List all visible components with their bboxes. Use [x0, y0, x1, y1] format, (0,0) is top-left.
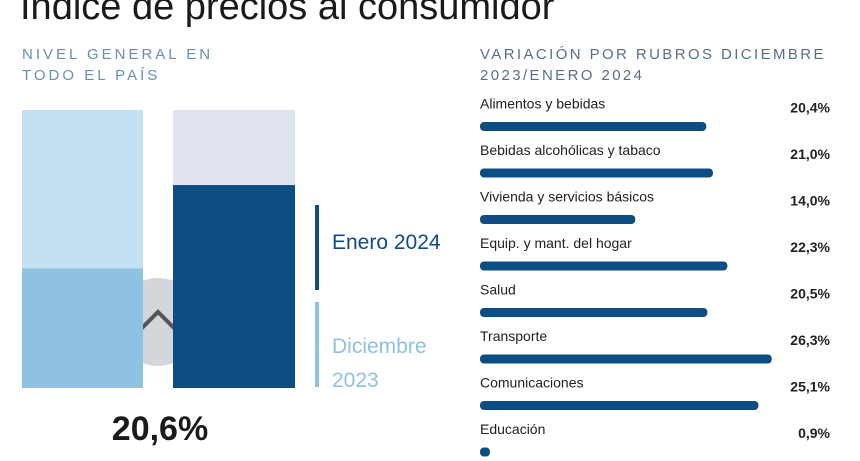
category-label: Salud: [480, 282, 516, 298]
value-label: 26,3%: [790, 332, 830, 348]
value-label: 21,0%: [790, 146, 830, 162]
bar: [480, 401, 759, 410]
bar: [480, 122, 707, 131]
category-label: Bebidas alcohólicas y tabaco: [480, 142, 661, 158]
bar: [480, 215, 636, 224]
value-label: 25,1%: [790, 379, 830, 395]
legend-label: Enero 2024: [332, 231, 441, 254]
category-label: Educación: [480, 421, 545, 437]
annotation: 20,6%: [111, 410, 209, 448]
value-label: 20,5%: [790, 286, 830, 302]
bar: [480, 447, 490, 457]
bar: [480, 168, 713, 178]
bar: [480, 308, 708, 317]
value-label: 22,3%: [790, 239, 830, 255]
category-label: Vivienda y servicios básicos: [480, 189, 654, 205]
bar: [22, 268, 143, 388]
category-label: Transporte: [480, 328, 547, 344]
legend-label: Diciembre 2023: [332, 335, 427, 392]
bar: [480, 261, 728, 271]
chart-title: NIVEL GENERAL EN TODO EL PAÍS: [22, 46, 214, 84]
category-label: Comunicaciones: [480, 375, 584, 391]
category-label: Equip. y mant. del hogar: [480, 235, 632, 251]
bar: [480, 354, 772, 364]
value-label: 0,9%: [798, 425, 830, 441]
value-label: 20,4%: [790, 100, 830, 116]
arrow-icon: [134, 309, 182, 336]
category-label: Alimentos y bebidas: [480, 96, 605, 112]
chart-title: VARIACIÓN POR RUBROS DICIEMBRE 2023/ENER…: [480, 46, 826, 84]
page-title: Índice de precios al consumidor: [20, 0, 555, 28]
bar: [173, 185, 295, 388]
value-label: 14,0%: [790, 193, 830, 209]
